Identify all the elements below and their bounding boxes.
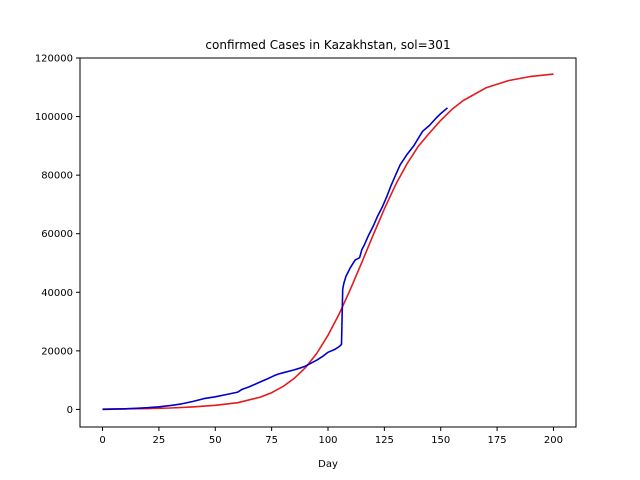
series-layer: [102, 73, 554, 411]
x-tick-label: 100: [318, 435, 337, 446]
x-tick-label: 0: [99, 435, 105, 446]
x-tick-label: 150: [431, 435, 450, 446]
x-tick-label: 75: [265, 435, 278, 446]
y-tick-label: 40000: [41, 288, 73, 299]
y-tick-label: 60000: [41, 229, 73, 240]
y-tick-label: 80000: [41, 171, 73, 182]
y-tick-label: 120000: [35, 54, 73, 65]
chart-title: confirmed Cases in Kazakhstan, sol=301: [205, 38, 450, 52]
tick-layer: 0 25 50 75 100 125 150 175 200 0 20000 40000 60000 80…: [35, 54, 563, 447]
x-axis-label: Day: [318, 459, 338, 470]
x-tick-label: 50: [209, 435, 222, 446]
series-line-1: [102, 73, 554, 410]
y-tick-label: 0: [67, 405, 73, 416]
x-tick-label: 125: [375, 435, 394, 446]
series-line-2: [102, 107, 449, 411]
y-tick-label: 100000: [35, 112, 73, 123]
x-tick-label: 200: [544, 435, 563, 446]
plot-frame: [79, 57, 577, 428]
x-tick-label: 175: [488, 435, 507, 446]
x-tick-label: 25: [153, 435, 166, 446]
y-tick-label: 20000: [41, 346, 73, 357]
